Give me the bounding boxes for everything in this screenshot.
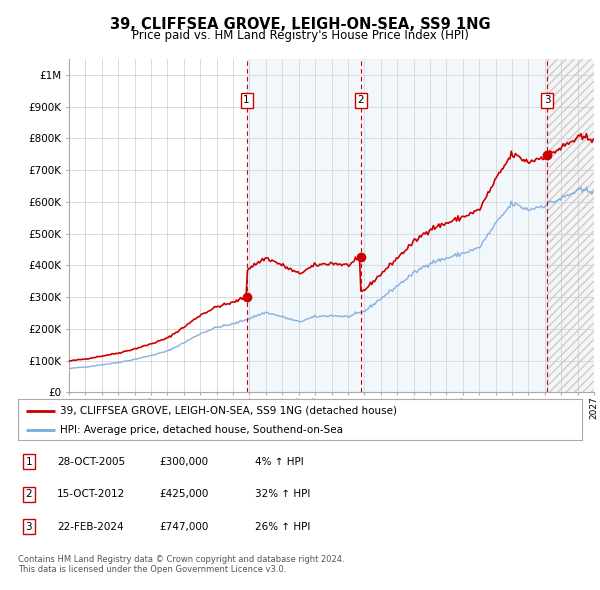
Bar — [547, 59, 600, 392]
Text: £425,000: £425,000 — [159, 489, 208, 499]
Text: 2: 2 — [25, 489, 32, 499]
Text: 3: 3 — [544, 95, 550, 105]
Text: 39, CLIFFSEA GROVE, LEIGH-ON-SEA, SS9 1NG (detached house): 39, CLIFFSEA GROVE, LEIGH-ON-SEA, SS9 1N… — [60, 406, 397, 416]
Text: 2: 2 — [358, 95, 364, 105]
Text: £300,000: £300,000 — [159, 457, 208, 467]
Text: 15-OCT-2012: 15-OCT-2012 — [57, 489, 125, 499]
Text: 22-FEB-2024: 22-FEB-2024 — [57, 522, 124, 532]
Text: 39, CLIFFSEA GROVE, LEIGH-ON-SEA, SS9 1NG: 39, CLIFFSEA GROVE, LEIGH-ON-SEA, SS9 1N… — [110, 17, 490, 31]
Text: 3: 3 — [25, 522, 32, 532]
Bar — [547, 59, 600, 392]
Text: Contains HM Land Registry data © Crown copyright and database right 2024.
This d: Contains HM Land Registry data © Crown c… — [18, 555, 344, 574]
Bar — [247, 59, 547, 392]
Text: 26% ↑ HPI: 26% ↑ HPI — [255, 522, 310, 532]
Text: HPI: Average price, detached house, Southend-on-Sea: HPI: Average price, detached house, Sout… — [60, 425, 343, 434]
Text: 4% ↑ HPI: 4% ↑ HPI — [255, 457, 304, 467]
Text: 32% ↑ HPI: 32% ↑ HPI — [255, 489, 310, 499]
Text: £747,000: £747,000 — [159, 522, 208, 532]
Text: 1: 1 — [244, 95, 250, 105]
Text: 1: 1 — [25, 457, 32, 467]
Bar — [547, 43, 600, 392]
Text: Price paid vs. HM Land Registry's House Price Index (HPI): Price paid vs. HM Land Registry's House … — [131, 30, 469, 42]
Text: 28-OCT-2005: 28-OCT-2005 — [57, 457, 125, 467]
